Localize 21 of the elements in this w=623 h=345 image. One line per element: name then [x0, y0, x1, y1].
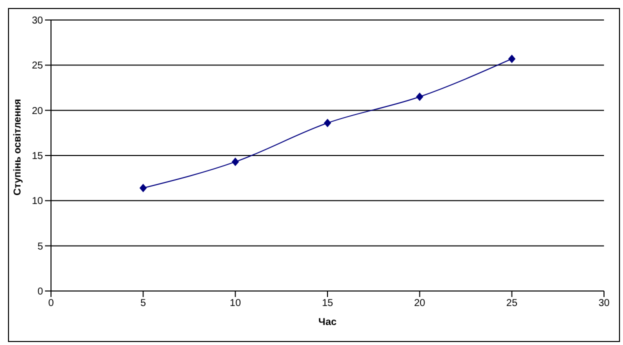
- y-tick-label: 5: [37, 241, 44, 252]
- x-tick-label: 30: [598, 298, 610, 310]
- x-tick-label: 10: [230, 298, 242, 310]
- y-tick-label: 15: [32, 151, 44, 162]
- point: [508, 54, 516, 63]
- x-axis-title: Час: [318, 317, 338, 328]
- y-tick-label: 10: [32, 196, 44, 208]
- y-tick-label: 20: [32, 106, 44, 117]
- y-tick-label: 0: [37, 286, 44, 298]
- x-tick-label: 25: [506, 298, 518, 310]
- y-tick-label: 25: [32, 60, 44, 72]
- x-tick-label: 0: [48, 298, 54, 310]
- x-tick-label: 15: [322, 298, 334, 310]
- point: [324, 118, 331, 127]
- x-tick-label: 5: [140, 298, 146, 310]
- x-tick-label: 20: [414, 298, 426, 310]
- point: [416, 92, 424, 101]
- point: [232, 158, 239, 166]
- y-tick-label: 30: [32, 16, 44, 27]
- y-axis-title: Ступінь освітлення: [12, 98, 24, 196]
- point: [140, 184, 147, 192]
